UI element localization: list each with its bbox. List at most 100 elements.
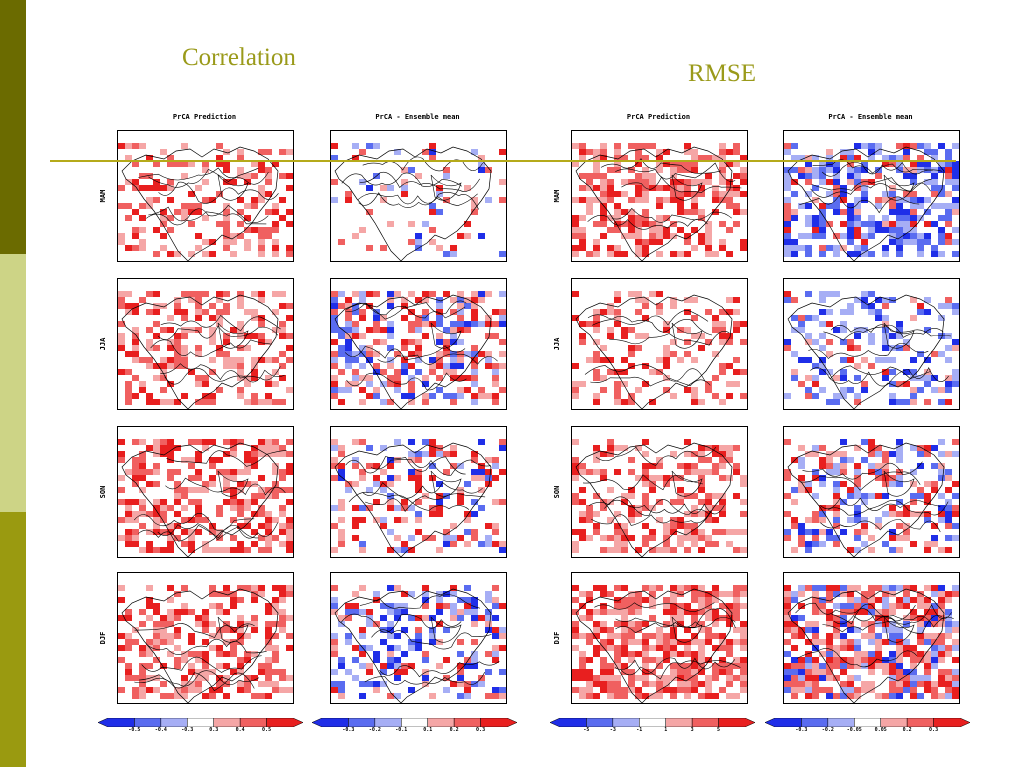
shaded-cell xyxy=(896,681,903,687)
shaded-cell xyxy=(635,345,642,351)
shaded-cell xyxy=(903,603,910,609)
shaded-cell xyxy=(499,669,506,675)
contour-line xyxy=(609,331,730,346)
shaded-cell xyxy=(237,387,244,393)
shaded-cell xyxy=(586,669,593,675)
colorbar-tick-label: -0.3 xyxy=(795,727,808,733)
shaded-cell xyxy=(889,687,896,693)
shaded-cell xyxy=(579,149,586,155)
shaded-cell xyxy=(387,375,394,381)
shaded-cell xyxy=(663,197,670,203)
shaded-cell xyxy=(464,687,471,693)
map-plot xyxy=(118,585,293,703)
shaded-cell xyxy=(237,687,244,693)
shaded-cell xyxy=(160,209,167,215)
shaded-cell xyxy=(677,161,684,167)
shaded-cell xyxy=(387,693,394,699)
shaded-cell xyxy=(160,215,167,221)
shaded-cell xyxy=(286,451,293,457)
shaded-cell xyxy=(153,451,160,457)
shaded-cell xyxy=(251,585,258,591)
shaded-cell xyxy=(352,321,359,327)
shaded-cell xyxy=(945,547,952,553)
colorbar-segment xyxy=(906,718,934,727)
shaded-cell xyxy=(642,173,649,179)
shaded-cell xyxy=(861,657,868,663)
shaded-cell xyxy=(593,315,600,321)
shaded-cell xyxy=(373,481,380,487)
shaded-cell xyxy=(670,547,677,553)
shaded-cell xyxy=(712,615,719,621)
shaded-cell xyxy=(614,399,621,405)
shaded-cell xyxy=(352,481,359,487)
shaded-cell xyxy=(656,633,663,639)
shaded-cell xyxy=(352,351,359,357)
shaded-cell xyxy=(719,369,726,375)
shaded-cell xyxy=(265,227,272,233)
shaded-cell xyxy=(415,499,422,505)
shaded-cell xyxy=(684,149,691,155)
shaded-cell xyxy=(331,363,338,369)
shaded-cell xyxy=(931,149,938,155)
shaded-cell xyxy=(705,493,712,499)
shaded-cell xyxy=(600,591,607,597)
shaded-cell xyxy=(677,687,684,693)
shaded-cell xyxy=(272,291,279,297)
coastline-bay xyxy=(883,322,915,349)
shaded-cell xyxy=(279,597,286,603)
shaded-cell xyxy=(338,445,345,451)
shaded-cell xyxy=(272,451,279,457)
shaded-cell xyxy=(719,339,726,345)
shaded-cell xyxy=(188,541,195,547)
shaded-cell xyxy=(146,639,153,645)
shaded-cell xyxy=(436,297,443,303)
shaded-cell xyxy=(868,585,875,591)
shaded-cell xyxy=(265,173,272,179)
shaded-cell xyxy=(401,185,408,191)
shaded-cell xyxy=(422,451,429,457)
shaded-cell xyxy=(649,585,656,591)
shaded-cell xyxy=(614,321,621,327)
shaded-cell xyxy=(146,357,153,363)
colorbar-tick-label: -0.1 xyxy=(395,727,408,733)
shaded-cell xyxy=(924,541,931,547)
shaded-cell xyxy=(931,191,938,197)
shaded-cell xyxy=(230,327,237,333)
shaded-cell xyxy=(882,469,889,475)
shaded-cell xyxy=(635,687,642,693)
shaded-cell xyxy=(938,239,945,245)
shaded-cell xyxy=(132,639,139,645)
shaded-cell xyxy=(230,475,237,481)
shaded-cell xyxy=(826,529,833,535)
shaded-cell xyxy=(945,399,952,405)
shaded-cell xyxy=(628,215,635,221)
shaded-cell xyxy=(649,645,656,651)
shaded-cell xyxy=(784,529,791,535)
shaded-cell xyxy=(139,609,146,615)
shaded-cell xyxy=(691,333,698,339)
shaded-cell xyxy=(677,681,684,687)
shaded-cell xyxy=(422,297,429,303)
shaded-cell xyxy=(394,375,401,381)
shaded-cell xyxy=(642,167,649,173)
shaded-cell xyxy=(945,615,952,621)
shaded-cell xyxy=(331,351,338,357)
shaded-cell xyxy=(394,457,401,463)
shaded-cell xyxy=(889,185,896,191)
shaded-cell xyxy=(216,315,223,321)
shaded-cell xyxy=(691,523,698,529)
shaded-cell xyxy=(607,451,614,457)
shaded-cell xyxy=(805,221,812,227)
shaded-cell xyxy=(579,463,586,469)
shaded-cell xyxy=(593,451,600,457)
colorbar-tick-label: 5 xyxy=(717,727,721,733)
shaded-cell xyxy=(705,535,712,541)
shaded-cell xyxy=(450,615,457,621)
shaded-cell xyxy=(607,633,614,639)
shaded-cell xyxy=(663,375,670,381)
shaded-cell xyxy=(394,657,401,663)
shaded-cell xyxy=(826,609,833,615)
shaded-cell xyxy=(663,541,670,547)
shaded-cell xyxy=(408,167,415,173)
shaded-cell xyxy=(579,633,586,639)
